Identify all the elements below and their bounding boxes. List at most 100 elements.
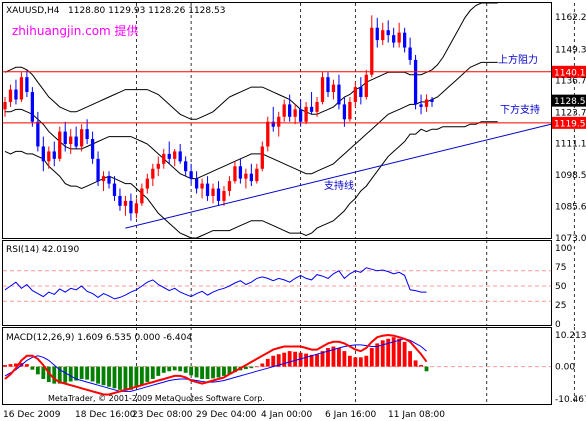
time-axis-tick-label: 16 Dec 2009 (3, 410, 61, 420)
candle-body (260, 146, 264, 169)
macd-histogram-bar (145, 366, 150, 383)
macd-histogram-bar (68, 366, 73, 382)
candle-body (145, 178, 149, 189)
candle-body (36, 121, 40, 147)
axis-labels: 1162.25 1149.30 1136.70 1123.75 1111.15 1098.… (3, 13, 586, 420)
macd-histogram-bar (52, 366, 57, 384)
candle (249, 163, 253, 187)
candle-body (47, 151, 51, 162)
time-axis-tick-label: 6 Jan 16:00 (325, 410, 377, 420)
rsi-indicator (3, 267, 551, 302)
macd-histogram-bar (30, 366, 35, 370)
symbol-timeframe: XAUUSD,H4 (6, 6, 60, 16)
macd-histogram-bar (326, 348, 330, 367)
candle (79, 124, 84, 152)
macd-histogram-bar (79, 366, 84, 379)
candle-body (8, 89, 13, 102)
candle-body (107, 176, 111, 184)
candle-body (364, 74, 368, 97)
candle-body (348, 101, 352, 120)
candle (58, 126, 62, 162)
candle-body (216, 188, 221, 201)
macd-histogram-bar (222, 366, 226, 376)
current-price-tag (552, 94, 586, 107)
candle (90, 131, 95, 164)
candle (408, 37, 412, 65)
candle (326, 72, 330, 97)
macd-histogram-bar (276, 354, 281, 367)
macd-histogram-bar (101, 366, 106, 386)
macd-histogram-bar (271, 355, 276, 367)
candle (47, 146, 51, 169)
candle-body (123, 200, 128, 206)
candle-body (386, 30, 390, 36)
candle (134, 198, 139, 219)
macd-histogram-bar (249, 366, 254, 369)
candle-body (19, 77, 24, 100)
macd-histogram-bar (194, 366, 199, 378)
candle (298, 99, 303, 127)
ohlc-readout: 1128.80 1129.93 1128.26 1128.53 (68, 6, 225, 16)
candle-body (30, 92, 35, 122)
macd-histogram-bar (74, 366, 79, 381)
current-price-tag-label: 1128.53 (554, 97, 586, 107)
candle-body (315, 101, 319, 112)
candle (430, 97, 434, 107)
macd-histogram-bar (167, 366, 172, 372)
candlesticks[interactable] (3, 15, 434, 221)
candle-body (178, 151, 182, 162)
candle-body (200, 183, 204, 189)
candle (151, 163, 155, 187)
candle (397, 22, 401, 48)
support-annotation: 下方支持 (500, 103, 540, 116)
macd-histogram-bar (150, 366, 155, 379)
candle (282, 99, 286, 122)
candle (386, 20, 390, 43)
candle (178, 144, 182, 164)
macd-histogram-bar (96, 366, 100, 384)
candle-body (118, 195, 122, 206)
candle-body (162, 153, 166, 164)
candle (309, 92, 314, 115)
candle-body (205, 183, 210, 196)
price-axis-tick-label: 1073.00 (555, 234, 586, 244)
rsi-panel-frame (2, 240, 552, 326)
candle (315, 97, 319, 117)
trendline-annotation: 支持线 (324, 179, 354, 192)
macd-histogram-bar (260, 363, 265, 367)
candle (402, 27, 407, 53)
macd-histogram-bar (342, 351, 347, 367)
macd-histogram-bar (408, 351, 413, 367)
candle-body (266, 121, 270, 147)
macd-histogram-bar (375, 343, 380, 367)
candle (156, 156, 160, 177)
watermark: zhihuangjin.com 提供 (12, 23, 139, 38)
candle (375, 17, 379, 48)
candle-body (402, 32, 407, 48)
macd-histogram-bar (364, 355, 369, 367)
candle (293, 104, 297, 125)
candle (205, 176, 210, 201)
macd-histogram-bar (337, 348, 341, 367)
candle-body (304, 106, 308, 122)
candle (337, 74, 341, 110)
time-axis-tick-label: 23 Dec 08:00 (132, 410, 193, 420)
candle-body (342, 104, 347, 120)
candle (194, 171, 199, 194)
resistance-price-tag (552, 65, 586, 78)
macd-histogram-bar (402, 341, 407, 367)
candle (63, 121, 67, 152)
candle-body (74, 136, 78, 147)
candle (8, 84, 13, 107)
candle (162, 148, 166, 169)
candle-body (129, 200, 133, 214)
macd-histogram-bar (8, 364, 13, 367)
macd-axis-tick-label: 0.00 (555, 363, 575, 373)
candle-body (140, 188, 144, 204)
candle-body (381, 30, 385, 41)
candle (419, 94, 423, 115)
candle (3, 97, 7, 117)
macd-main-line (4, 333, 428, 396)
macd-histogram-bar (265, 358, 270, 367)
